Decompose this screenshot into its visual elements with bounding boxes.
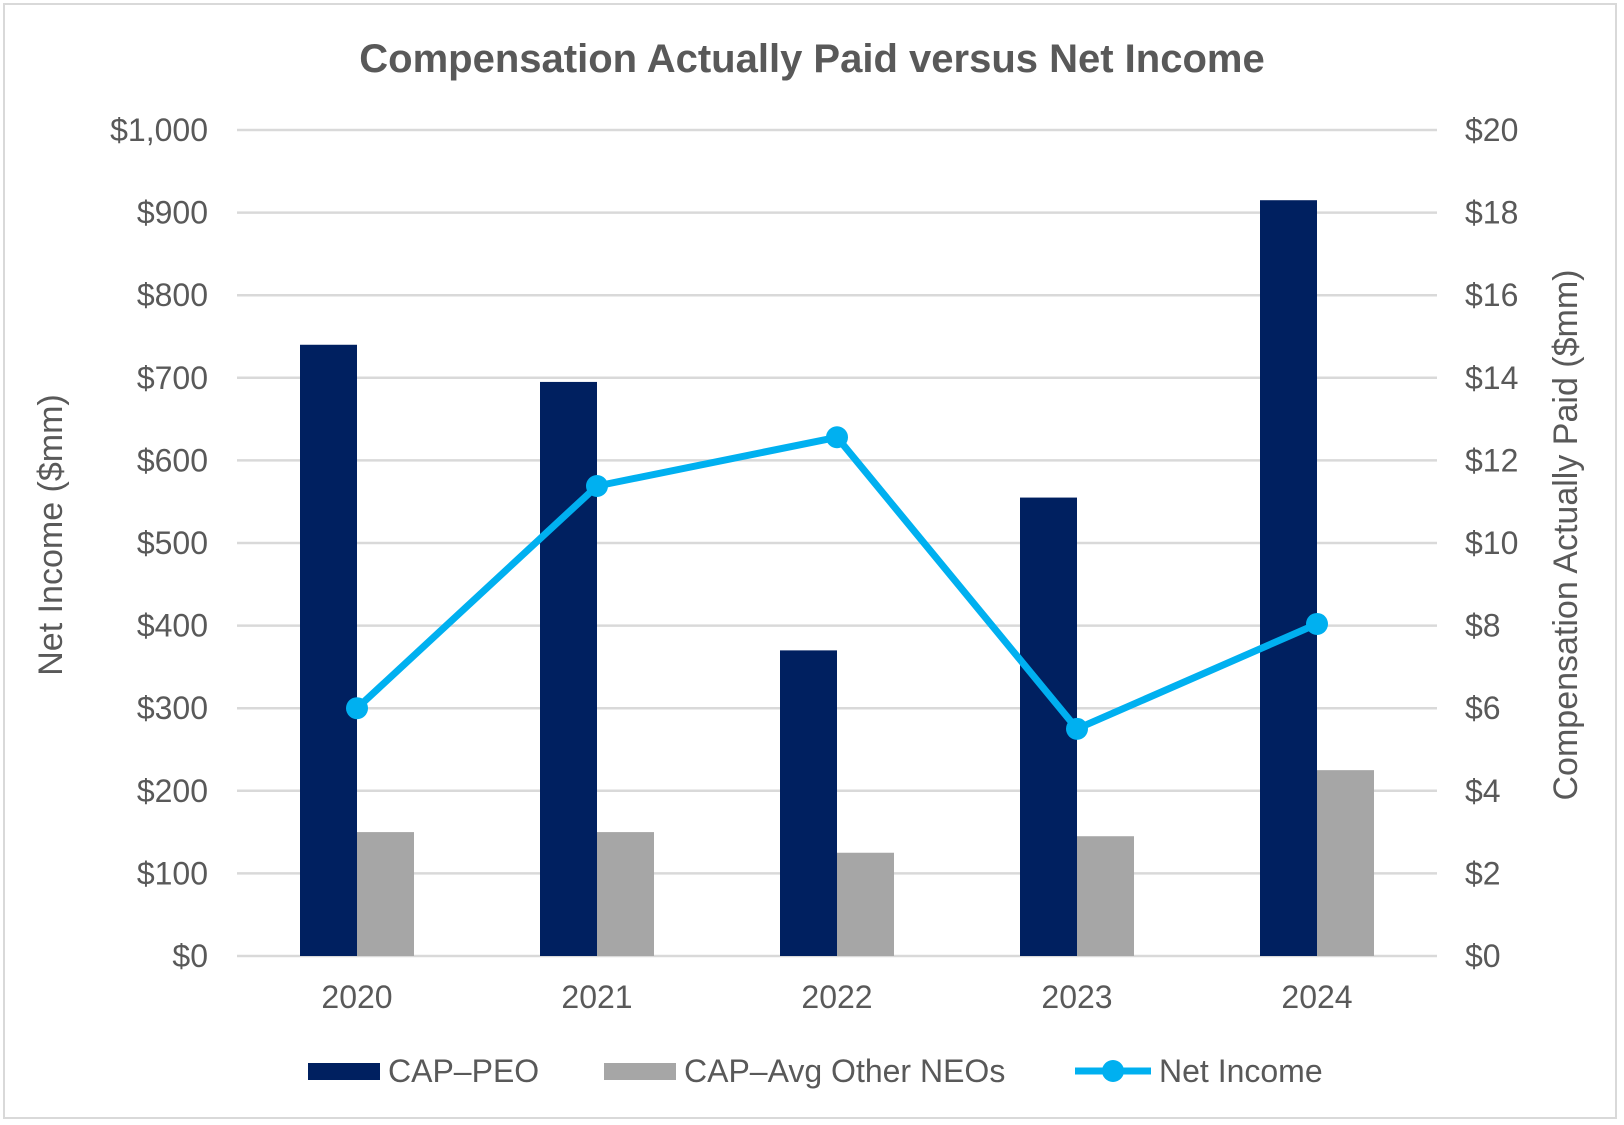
legend-label-cap-avg-other-neos: CAP–Avg Other NEOs: [684, 1053, 1005, 1089]
x-tick-label: 2021: [561, 979, 632, 1015]
bar-cap-peo-2021: [540, 381, 597, 956]
line-point-2021: [586, 475, 608, 498]
left-tick-label: $0: [172, 938, 208, 974]
legend-label-cap-peo: CAP–PEO: [388, 1053, 539, 1089]
left-tick-label: $200: [137, 773, 208, 809]
right-axis-title: Compensation Actually Paid ($mm): [1547, 269, 1585, 800]
x-axis-ticks: 2020 2021 2022 2023 2024: [321, 979, 1352, 1015]
left-axis-title: Net Income ($mm): [32, 394, 70, 676]
bar-cap-avg-other-neos-2020: [357, 832, 414, 956]
right-tick-label: $16: [1465, 277, 1518, 313]
net-income-line: [346, 426, 1328, 740]
legend: CAP–PEO CAP–Avg Other NEOs Net Income: [308, 1053, 1323, 1089]
left-axis-ticks: $0 $100 $200 $300 $400 $500 $600 $700 $800 $900 $1…: [110, 112, 208, 974]
line-point-2020: [346, 697, 368, 720]
legend-marker-net-income: [1102, 1060, 1124, 1082]
legend-swatch-cap-peo: [308, 1063, 380, 1080]
left-tick-label: $1,000: [110, 112, 208, 148]
bars: [300, 200, 1374, 956]
legend-label-net-income: Net Income: [1159, 1053, 1323, 1089]
right-tick-label: $6: [1465, 690, 1501, 726]
chart-title: Compensation Actually Paid versus Net In…: [359, 37, 1264, 81]
right-tick-label: $12: [1465, 442, 1518, 478]
bar-cap-avg-other-neos-2024: [1317, 770, 1374, 956]
x-tick-label: 2020: [321, 979, 392, 1015]
left-tick-label: $500: [137, 525, 208, 561]
bar-cap-avg-other-neos-2023: [1077, 836, 1134, 956]
bar-cap-peo-2020: [300, 344, 357, 956]
right-tick-label: $8: [1465, 608, 1501, 644]
right-tick-label: $10: [1465, 525, 1518, 561]
left-tick-label: $700: [137, 360, 208, 396]
line-point-2022: [826, 426, 848, 449]
left-tick-label: $100: [137, 855, 208, 891]
x-tick-label: 2022: [801, 979, 872, 1015]
left-tick-label: $800: [137, 277, 208, 313]
right-tick-label: $4: [1465, 773, 1501, 809]
x-tick-label: 2023: [1041, 979, 1112, 1015]
bar-cap-peo-2024: [1260, 200, 1317, 956]
left-tick-label: $400: [137, 608, 208, 644]
right-tick-label: $0: [1465, 938, 1501, 974]
bar-cap-peo-2022: [780, 650, 837, 956]
x-tick-label: 2024: [1281, 979, 1352, 1015]
legend-swatch-cap-avg-other-neos: [604, 1063, 676, 1080]
gridlines: [237, 128, 1437, 958]
line-point-2023: [1066, 717, 1088, 740]
left-tick-label: $600: [137, 442, 208, 478]
left-tick-label: $300: [137, 690, 208, 726]
right-tick-label: $14: [1465, 360, 1518, 396]
right-tick-label: $18: [1465, 195, 1518, 231]
line-point-2024: [1306, 612, 1328, 635]
left-tick-label: $900: [137, 195, 208, 231]
bar-cap-avg-other-neos-2021: [597, 832, 654, 956]
bar-cap-avg-other-neos-2022: [837, 852, 894, 956]
right-tick-label: $20: [1465, 112, 1518, 148]
right-axis-ticks: $0 $2 $4 $6 $8 $10 $12 $14 $16 $18 $20: [1465, 112, 1518, 974]
right-tick-label: $2: [1465, 855, 1501, 891]
